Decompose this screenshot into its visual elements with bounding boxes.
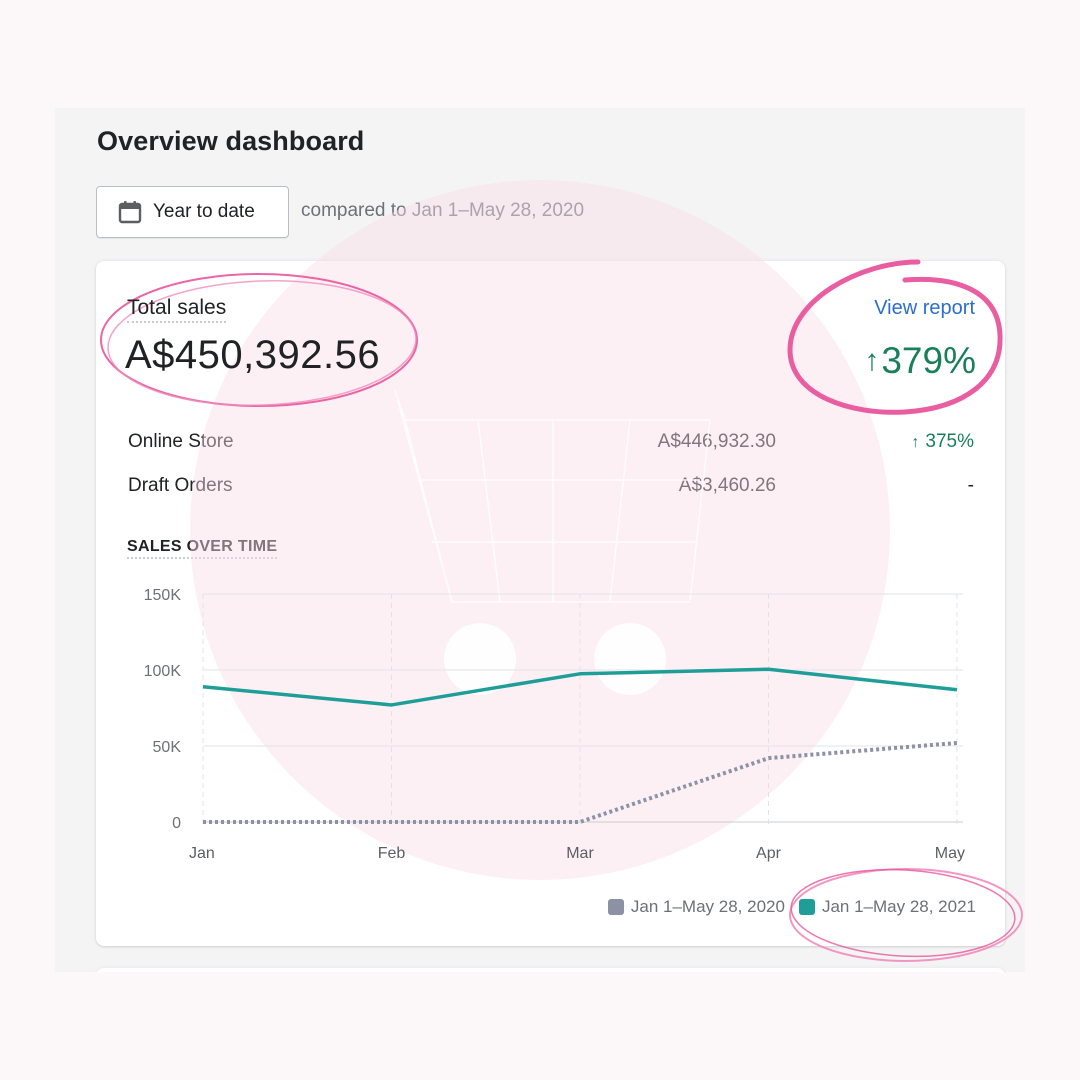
x-tick-label: Apr <box>756 845 782 862</box>
legend-swatch-2021 <box>798 899 815 915</box>
channel-change: - <box>967 475 974 496</box>
x-tick-label: May <box>935 845 965 862</box>
chart-legend: Jan 1–May 28, 2020 Jan 1–May 28, 2021 <box>594 897 976 917</box>
y-tick-label: 150K <box>144 587 182 604</box>
legend-swatch-2020 <box>607 899 624 915</box>
date-range-label: Year to date <box>153 201 255 222</box>
y-tick-label: 100K <box>144 663 182 680</box>
x-tick-label: Mar <box>566 845 594 862</box>
total-sales-value: A$450,392.56 <box>125 333 381 377</box>
arrow-up-icon: ↑ <box>911 434 920 451</box>
channel-name: Draft Orders <box>128 475 233 496</box>
sales-over-time-title: SALES OVER TIME <box>127 538 278 559</box>
view-report-link[interactable]: View report <box>874 297 975 319</box>
x-tick-label: Feb <box>378 845 406 862</box>
y-tick-label: 0 <box>172 815 181 832</box>
comparison-text: compared to Jan 1–May 28, 2020 <box>301 200 585 221</box>
channel-name: Online Store <box>128 431 234 452</box>
legend-item-2020: Jan 1–May 28, 2020 <box>607 897 785 917</box>
total-sales-label: Total sales <box>127 296 227 323</box>
legend-item-2021: Jan 1–May 28, 2021 <box>798 897 976 917</box>
legend-label-2021: Jan 1–May 28, 2021 <box>821 897 976 916</box>
x-tick-label: Jan <box>189 845 215 862</box>
total-sales-change: ↑ 379% <box>864 340 976 382</box>
y-tick-label: 50K <box>153 739 182 756</box>
page-title: Overview dashboard <box>97 126 365 156</box>
page-bottom <box>0 972 1080 1080</box>
calendar-icon <box>117 199 143 225</box>
channel-change-value: 375% <box>925 431 974 452</box>
total-sales-change-value: 379% <box>881 340 976 381</box>
date-range-button[interactable]: Year to date <box>96 186 289 238</box>
arrow-up-icon: ↑ <box>864 344 880 377</box>
channel-change: ↑ 375% <box>911 431 974 453</box>
legend-label-2020: Jan 1–May 28, 2020 <box>630 897 785 916</box>
